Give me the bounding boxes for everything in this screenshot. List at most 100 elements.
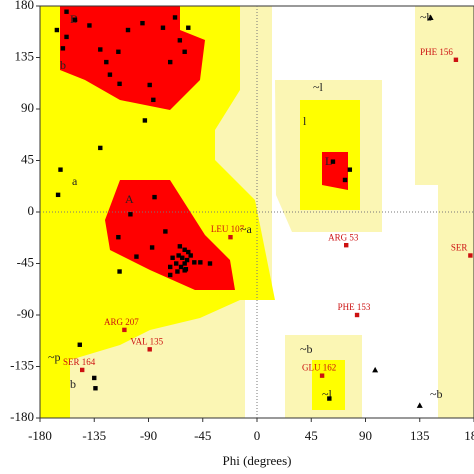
residue-point — [207, 261, 213, 266]
region-label: L — [325, 154, 332, 168]
core-region — [60, 6, 205, 110]
residue-point — [347, 167, 353, 172]
region-label: ~b — [300, 342, 313, 356]
residue-point — [72, 17, 78, 22]
point-label: SER 164 — [63, 357, 96, 367]
regions — [40, 6, 474, 418]
residue-point — [342, 177, 348, 183]
point-label: SER — [451, 243, 468, 253]
labeled-point — [79, 367, 85, 373]
residue-point — [178, 264, 184, 270]
region-label: b — [70, 377, 76, 391]
residue-point — [60, 46, 66, 51]
residue-point — [176, 253, 181, 258]
residue-point — [182, 49, 187, 54]
y-tick-label: -135 — [10, 357, 34, 372]
x-tick-label: -135 — [82, 428, 106, 443]
y-tick-label: 135 — [15, 48, 35, 63]
residue-point — [125, 27, 131, 33]
residue-point — [186, 249, 191, 255]
labeled-point — [354, 312, 360, 318]
y-tick-label: 0 — [28, 203, 35, 218]
y-tick-label: 180 — [15, 0, 35, 12]
region-label: ~l — [322, 387, 332, 401]
point-label: ARG 207 — [104, 317, 139, 327]
allowed-region — [312, 360, 345, 410]
x-axis-title: Phi (degrees) — [223, 453, 292, 468]
residue-point — [117, 81, 122, 87]
residue-point — [182, 247, 187, 252]
y-tick-label: -90 — [17, 306, 34, 321]
point-label: PHE 156 — [420, 47, 453, 57]
residue-point — [182, 261, 187, 266]
residue-point — [183, 267, 189, 272]
residue-point — [160, 25, 166, 30]
region-label: A — [125, 192, 134, 206]
residue-point — [186, 25, 191, 30]
residue-point — [168, 272, 173, 278]
labeled-point — [319, 373, 325, 378]
x-tick-label: 180 — [464, 428, 474, 443]
labeled-point — [468, 253, 473, 258]
residue-point — [93, 386, 98, 391]
residue-point — [151, 97, 156, 103]
region-label: ~l — [313, 80, 323, 94]
residue-point — [77, 342, 82, 347]
residue-point — [116, 49, 121, 54]
residue-point — [184, 257, 190, 263]
point-label: ARG 53 — [328, 232, 359, 242]
residue-point — [142, 118, 148, 123]
region-labels: B b A a L l ~b ~a ~l ~p ~b b ~b ~l — [48, 10, 443, 401]
y-tick-label: -180 — [10, 409, 34, 424]
residue-point — [128, 212, 133, 217]
residue-point — [64, 34, 69, 40]
residue-point — [87, 23, 92, 28]
x-tick-label: 45 — [305, 428, 318, 443]
region-label: ~a — [240, 222, 252, 236]
residue-point — [198, 260, 203, 265]
residue-point — [58, 167, 63, 172]
x-tick-label: -45 — [194, 428, 211, 443]
labeled-point — [453, 57, 459, 62]
residue-point — [180, 255, 185, 260]
region-label: a — [72, 174, 78, 188]
residue-point — [98, 47, 103, 52]
labeled-point — [147, 347, 152, 352]
residue-point — [55, 192, 61, 198]
region-label: ~p — [48, 350, 61, 364]
region-label: ~b — [430, 387, 443, 401]
residue-point — [98, 145, 103, 151]
residue-point — [177, 244, 183, 249]
x-tick-label: 0 — [254, 428, 261, 443]
x-tick-label: 90 — [359, 428, 372, 443]
glycine-point — [416, 402, 423, 408]
residue-point — [163, 229, 168, 234]
residue-point — [192, 260, 197, 265]
y-tick-label: -45 — [17, 254, 34, 269]
residue-point — [107, 72, 113, 77]
residue-point — [168, 59, 173, 65]
point-label: GLU 162 — [302, 363, 336, 373]
y-tick-label: 45 — [21, 151, 34, 166]
x-tick-label: 135 — [410, 428, 430, 443]
point-label: LEU 107 — [211, 224, 245, 234]
labeled-point — [122, 327, 127, 333]
labeled-point — [344, 242, 349, 248]
residue-point — [327, 396, 332, 401]
residue-point — [175, 269, 180, 274]
residue-point — [117, 269, 122, 274]
region-label: l — [303, 114, 307, 128]
glycine-point — [427, 14, 434, 20]
residue-point — [177, 38, 183, 43]
region-label: b — [60, 58, 66, 72]
residue-point — [54, 27, 60, 33]
residue-point — [174, 261, 179, 266]
residue-point — [172, 15, 178, 20]
residue-point — [104, 59, 109, 65]
labeled-point — [228, 234, 233, 240]
residue-point — [152, 194, 157, 200]
point-label: VAL 135 — [130, 336, 163, 346]
glycine-point — [372, 366, 379, 373]
residue-point — [92, 375, 97, 381]
